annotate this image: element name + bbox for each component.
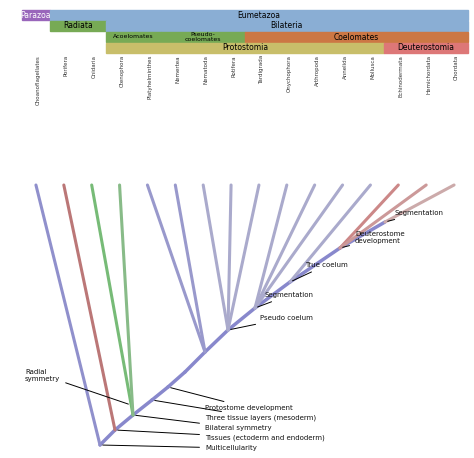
Bar [22,10,50,20]
Text: Parazoa: Parazoa [21,11,51,20]
Text: Pseudo-
coelomates: Pseudo- coelomates [185,33,221,42]
Text: Bilateria: Bilateria [271,22,303,31]
Text: Three tissue layers (mesoderm): Three tissue layers (mesoderm) [155,400,316,421]
Bar [384,43,468,53]
Text: Tissues (ectoderm and endoderm): Tissues (ectoderm and endoderm) [118,430,325,441]
Text: Annelida: Annelida [343,55,347,79]
Bar [106,32,161,42]
Bar [50,21,106,31]
Text: Onychophora: Onychophora [287,55,292,92]
Bar [245,32,468,42]
Text: Radiata: Radiata [63,22,92,31]
Text: Chordata: Chordata [454,55,459,80]
Text: Acoelomates: Acoelomates [113,34,154,39]
Text: Protostome development: Protostome development [171,388,293,411]
Text: Cnidaria: Cnidaria [91,55,97,78]
Text: Protostomia: Protostomia [222,44,268,53]
Text: Segmentation: Segmentation [257,292,314,307]
Text: Deuterostome
development: Deuterostome development [343,231,405,247]
Text: Platyhelminthes: Platyhelminthes [147,55,153,99]
Text: Eumetazoa: Eumetazoa [237,11,281,20]
Text: Mollusca: Mollusca [371,55,375,79]
Text: Pseudo coelum: Pseudo coelum [231,315,313,329]
Text: Ctenophora: Ctenophora [119,55,125,87]
Text: Tardigrada: Tardigrada [259,55,264,84]
Text: Nemertea: Nemertea [175,55,180,82]
Text: Choanoflagellates: Choanoflagellates [36,55,41,105]
Text: Coelomates: Coelomates [334,33,379,42]
Bar [106,43,384,53]
Bar [50,10,468,20]
Bar [106,21,468,31]
Text: Nematoda: Nematoda [203,55,208,84]
Text: True coelum: True coelum [292,262,348,281]
Text: Multicellularity: Multicellularity [103,445,257,451]
Text: Porifera: Porifera [64,55,69,76]
Text: Arthropoda: Arthropoda [315,55,319,86]
Text: Bilateral symmetry: Bilateral symmetry [136,415,272,431]
Text: Segmentation: Segmentation [388,210,444,221]
Text: Echinodermata: Echinodermata [398,55,403,97]
Text: Radial
symmetry: Radial symmetry [25,369,128,404]
Text: Rotifera: Rotifera [231,55,236,76]
Bar [161,32,245,42]
Text: Hemichordata: Hemichordata [426,55,431,94]
Text: Deuterostomia: Deuterostomia [398,44,455,53]
